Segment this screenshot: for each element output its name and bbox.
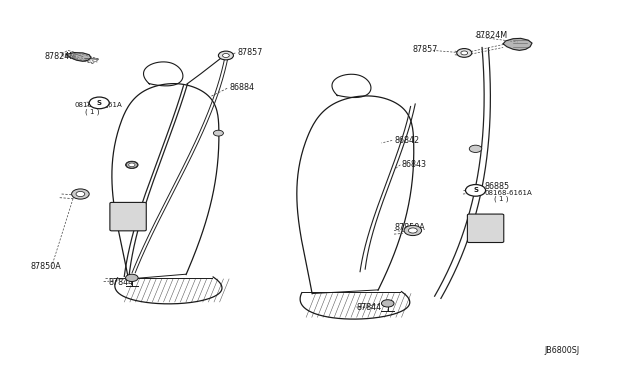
FancyBboxPatch shape: [110, 202, 147, 231]
Circle shape: [223, 54, 229, 57]
Circle shape: [76, 192, 85, 196]
Text: 87850A: 87850A: [394, 224, 425, 232]
Polygon shape: [503, 38, 532, 50]
Text: 87824M: 87824M: [44, 52, 76, 61]
Text: 08168-6161A: 08168-6161A: [74, 102, 122, 108]
Text: 87857: 87857: [413, 45, 438, 54]
Text: ( 1 ): ( 1 ): [494, 196, 509, 202]
Text: 87857: 87857: [237, 48, 262, 57]
Circle shape: [469, 145, 482, 153]
Circle shape: [218, 51, 234, 60]
Polygon shape: [66, 52, 91, 61]
Circle shape: [126, 161, 138, 168]
Circle shape: [457, 49, 472, 57]
FancyBboxPatch shape: [467, 214, 504, 243]
Circle shape: [461, 51, 468, 55]
Text: 87824M: 87824M: [476, 31, 508, 40]
Text: 87844: 87844: [356, 302, 381, 311]
Circle shape: [89, 97, 109, 109]
Circle shape: [465, 185, 486, 196]
Circle shape: [125, 161, 138, 169]
Circle shape: [72, 189, 89, 199]
Circle shape: [408, 228, 417, 233]
Text: JB6800SJ: JB6800SJ: [545, 346, 580, 355]
Circle shape: [125, 274, 138, 282]
Text: 86885: 86885: [484, 182, 509, 191]
Text: 86842: 86842: [394, 136, 419, 145]
Circle shape: [213, 130, 223, 136]
Text: ( 1 ): ( 1 ): [85, 108, 99, 115]
Text: 87844: 87844: [108, 278, 133, 287]
Text: 86843: 86843: [401, 160, 426, 169]
Text: 87850A: 87850A: [30, 262, 61, 272]
Circle shape: [129, 163, 135, 167]
Circle shape: [381, 300, 394, 307]
Text: 08168-6161A: 08168-6161A: [484, 190, 532, 196]
Text: S: S: [97, 100, 102, 106]
Text: S: S: [473, 187, 478, 193]
Circle shape: [404, 225, 422, 235]
Text: 86884: 86884: [229, 83, 254, 92]
